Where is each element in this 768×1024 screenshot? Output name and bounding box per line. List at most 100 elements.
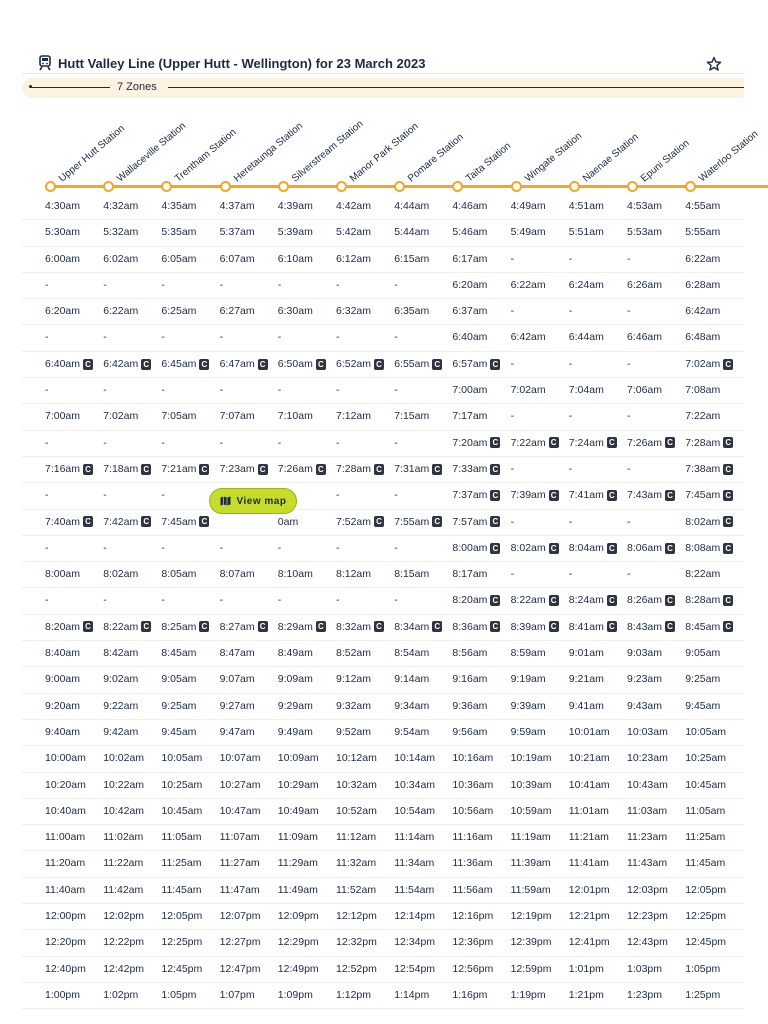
- departure-time: 12:43pm: [627, 930, 668, 955]
- star-icon[interactable]: [706, 56, 722, 72]
- connection-badge: C: [606, 542, 617, 554]
- station-label: Wingate Station: [522, 130, 584, 185]
- connection-badge: C: [374, 621, 385, 633]
- departure-time: 8:25am C: [161, 615, 210, 640]
- departure-time: 10:20am: [45, 773, 86, 798]
- departure-time: 1:12pm: [336, 983, 371, 1008]
- departure-time: 10:02am: [103, 746, 144, 771]
- table-row: 7:16am C 7:18am C 7:21am C 7:23am C 7:26am C 7:28a…: [22, 457, 744, 484]
- time-text: -: [45, 436, 49, 449]
- departure-time: 6:48am: [685, 325, 720, 350]
- time-text: 8:28am: [685, 594, 721, 607]
- time-text: 4:37am: [219, 200, 255, 212]
- time-text: -: [568, 568, 573, 581]
- time-text: 10:05am: [161, 752, 203, 765]
- connection-badge: C: [490, 437, 501, 449]
- departure-time: 7:16am C: [45, 457, 94, 482]
- departure-time: 9:40am: [45, 720, 80, 745]
- departure-time: 11:20am: [45, 851, 85, 876]
- departure-time: 1:14pm: [394, 983, 429, 1008]
- time-text: 7:21am: [161, 462, 197, 475]
- departure-time: 1:01pm: [569, 957, 604, 982]
- time-text: 1:07pm: [219, 988, 255, 1001]
- departure-time: 7:24am C: [569, 431, 617, 456]
- departure-time: -: [278, 273, 282, 298]
- time-text: 8:20am: [452, 594, 488, 607]
- time-text: 6:40am: [45, 357, 81, 370]
- time-text: 11:05am: [685, 804, 726, 817]
- time-text: 4:53am: [627, 200, 663, 212]
- time-text: 9:12am: [336, 673, 372, 686]
- time-text: 12:27pm: [219, 936, 261, 949]
- connection-badge: C: [606, 595, 617, 607]
- time-text: 6:28am: [685, 278, 721, 291]
- departure-time: 6:10am: [278, 247, 313, 272]
- time-text: -: [510, 357, 515, 370]
- departure-time: -: [278, 325, 282, 350]
- departure-time: -: [336, 325, 340, 350]
- departure-time: -: [336, 483, 340, 508]
- view-map-button[interactable]: View map: [209, 488, 297, 514]
- time-text: -: [627, 410, 631, 423]
- connection-badge: C: [723, 595, 734, 607]
- departure-time: -: [220, 588, 224, 613]
- time-text: 4:39am: [277, 200, 313, 212]
- time-text: 6:37am: [452, 305, 488, 318]
- departure-time: 10:19am: [511, 746, 552, 771]
- departure-time: 12:45pm: [161, 957, 202, 982]
- departure-time: 7:05am: [161, 404, 196, 429]
- time-text: 10:20am: [45, 778, 86, 791]
- departure-time: 11:01am: [569, 799, 609, 824]
- departure-time: 12:19pm: [511, 904, 552, 929]
- departure-time: -: [336, 378, 340, 403]
- departure-time: 7:42am C: [103, 510, 152, 535]
- time-text: 8:29am: [277, 620, 313, 633]
- departure-time: 7:17am: [452, 404, 487, 429]
- departure-time: 12:45pm: [685, 930, 726, 955]
- time-text: -: [103, 489, 107, 502]
- time-text: -: [161, 384, 165, 397]
- departure-time: -: [511, 352, 515, 377]
- time-text: 7:28am: [336, 462, 372, 475]
- time-text: 11:02am: [103, 831, 144, 844]
- time-text: 8:22am: [103, 620, 139, 633]
- time-text: 11:42am: [103, 883, 144, 896]
- departure-time: 9:07am: [220, 667, 255, 692]
- connection-badge: C: [432, 463, 443, 475]
- time-text: 12:25pm: [161, 936, 203, 949]
- time-text: 5:30am: [45, 226, 81, 239]
- time-text: 12:20pm: [45, 936, 86, 949]
- departure-time: 8:36am C: [452, 615, 501, 640]
- departure-time: 10:16am: [452, 746, 493, 771]
- departure-time: 6:20am: [452, 273, 487, 298]
- departure-time: 8:00am C: [452, 536, 501, 561]
- departure-time: 10:43am: [627, 773, 668, 798]
- departure-time: 12:07pm: [220, 904, 261, 929]
- time-text: 12:00pm: [45, 910, 86, 923]
- departure-time: 6:40am C: [45, 352, 94, 377]
- departure-time: -: [569, 299, 573, 324]
- table-row: 10:40am 10:42am 10:45am 10:47am 10:49am 10:52…: [22, 799, 744, 826]
- departure-time: 4:44am: [394, 194, 429, 219]
- time-text: 12:43pm: [627, 936, 668, 949]
- time-text: 10:47am: [219, 804, 261, 817]
- departure-time: -: [511, 562, 515, 587]
- time-text: 10:45am: [161, 804, 203, 817]
- time-text: 7:12am: [336, 410, 372, 423]
- time-text: 8:02am: [103, 568, 139, 581]
- departure-time: -: [220, 536, 224, 561]
- time-text: -: [45, 331, 49, 344]
- connection-badge: C: [141, 621, 152, 633]
- departure-time: 10:12am: [336, 746, 377, 771]
- table-row: 7:00am 7:02am 7:05am 7:07am 7:10am 7:12am 7:15…: [22, 404, 744, 431]
- departure-time: 8:42am: [103, 641, 138, 666]
- time-text: 9:47am: [219, 725, 255, 738]
- time-text: 4:55am: [685, 200, 721, 212]
- table-row: - - - - - - -7:20am C 7:22am C 7:24am C 7:26am C 7:28a…: [22, 431, 744, 457]
- departure-time: 9:12am: [336, 667, 371, 692]
- departure-time: 9:36am: [452, 694, 487, 719]
- time-text: 6:42am: [685, 305, 721, 318]
- time-text: 5:44am: [394, 226, 430, 239]
- time-text: 5:32am: [103, 226, 139, 239]
- departure-time: 8:00am: [45, 562, 80, 587]
